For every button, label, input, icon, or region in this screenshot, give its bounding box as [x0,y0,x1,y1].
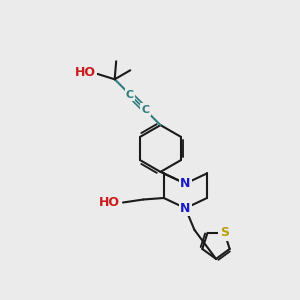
Text: HO: HO [75,66,96,79]
Text: N: N [180,177,190,190]
Text: S: S [220,226,229,239]
Text: N: N [180,202,190,215]
Text: C: C [126,90,134,100]
Text: HO: HO [99,196,120,209]
Text: C: C [141,105,149,115]
